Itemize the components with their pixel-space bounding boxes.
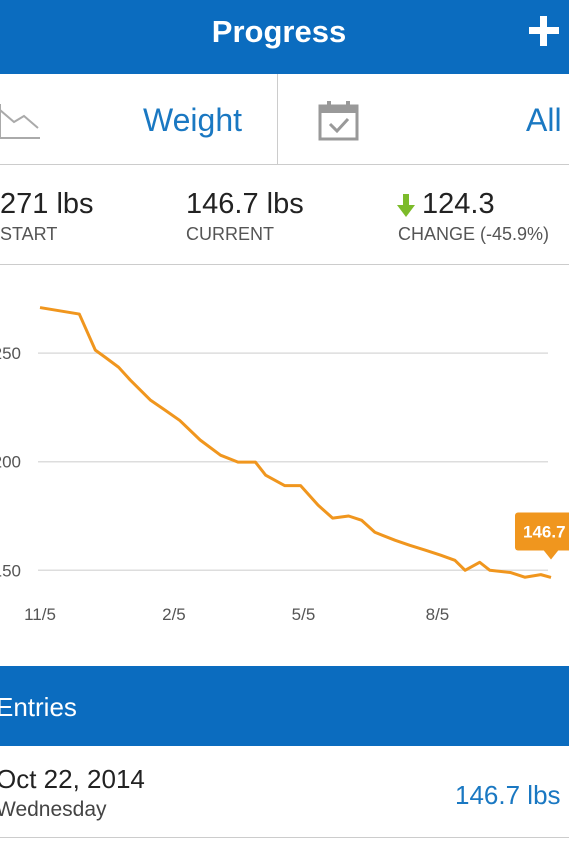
header-title: Progress bbox=[211, 14, 347, 49]
range-tab[interactable]: All bbox=[526, 102, 562, 138]
metric-tab[interactable]: Weight bbox=[143, 102, 243, 138]
y-tick-label: 200 bbox=[0, 453, 21, 472]
y-tick-label: 250 bbox=[0, 344, 21, 363]
x-tick-label: 11/5 bbox=[24, 605, 56, 624]
x-tick-label: 8/5 bbox=[426, 605, 450, 624]
x-tick-label: 2/5 bbox=[162, 605, 186, 624]
entry-weekday: Wednesday bbox=[0, 798, 107, 821]
divider bbox=[0, 837, 569, 838]
tooltip-pointer bbox=[543, 549, 559, 560]
entries-title: Entries bbox=[0, 692, 77, 722]
stat-value: 124.3 bbox=[422, 188, 495, 220]
chart-icon[interactable] bbox=[0, 96, 42, 142]
tooltip-label: 146.7 bbox=[523, 522, 566, 541]
entries-bar bbox=[0, 666, 569, 746]
entry-weight: 146.7 lbs bbox=[455, 780, 561, 810]
stat-label: CURRENT bbox=[186, 224, 274, 244]
stat-value: 146.7 lbs bbox=[186, 188, 304, 220]
header-bar bbox=[0, 0, 569, 74]
x-tick-label: 5/5 bbox=[292, 605, 316, 624]
divider bbox=[0, 164, 569, 165]
weight-line bbox=[39, 306, 552, 579]
entry-date[interactable]: Oct 22, 2014 bbox=[0, 764, 145, 794]
calendar-icon[interactable] bbox=[318, 100, 360, 142]
y-tick-label: 150 bbox=[0, 561, 21, 580]
stat-label: START bbox=[0, 224, 58, 244]
down-arrow bbox=[397, 194, 415, 217]
add-button[interactable] bbox=[526, 14, 562, 50]
weight-chart: 150 200 250 11/5 2/5 5/5 8/5 146.7 bbox=[0, 306, 569, 624]
stat-label: CHANGE (-45.9%) bbox=[398, 224, 550, 244]
stat-value: 271 lbs bbox=[0, 188, 94, 220]
tooltip bbox=[515, 512, 569, 551]
divider bbox=[0, 264, 569, 265]
divider bbox=[277, 74, 278, 165]
